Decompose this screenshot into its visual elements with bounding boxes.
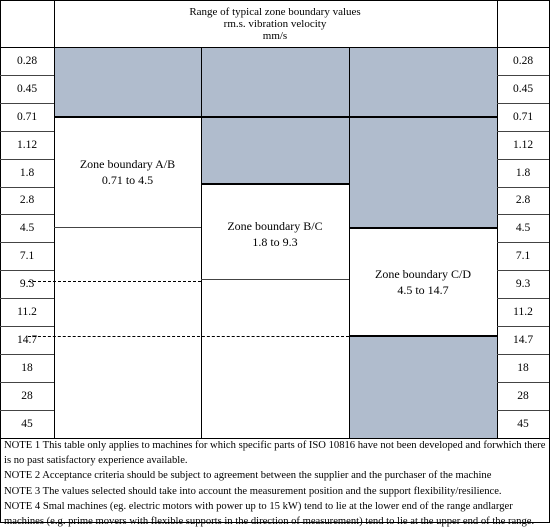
boundary-line <box>349 227 497 229</box>
row-separator <box>0 382 54 383</box>
value-cell: 45 <box>517 417 529 430</box>
row-separator <box>0 75 54 76</box>
value-cell: 0.28 <box>512 54 534 67</box>
vertical-rule <box>54 0 55 438</box>
shade-cd-lower <box>349 336 497 438</box>
value-cell: 0.28 <box>16 54 38 67</box>
interior-rule <box>201 279 349 280</box>
row-separator <box>0 214 54 215</box>
row-separator <box>0 103 54 104</box>
value-cell: 0.45 <box>16 82 38 95</box>
row-separator <box>0 354 54 355</box>
row-separator <box>0 242 54 243</box>
vertical-rule <box>497 0 498 438</box>
row-separator <box>0 270 54 271</box>
value-cell: 11.2 <box>513 306 533 319</box>
zone-cd-range: 4.5 to 14.7 <box>397 283 449 297</box>
value-cell: 1.12 <box>512 138 534 151</box>
horizontal-rule <box>0 47 549 48</box>
row-separator <box>497 103 549 104</box>
value-cell: 2.8 <box>515 194 531 207</box>
row-separator <box>497 410 549 411</box>
value-cell: 4.5 <box>515 222 531 235</box>
header-line-3: mm/s <box>262 30 288 42</box>
note-line: machines (e.g. prime movers with flexibl… <box>4 516 535 528</box>
value-cell: 11.2 <box>17 306 37 319</box>
row-separator <box>497 131 549 132</box>
value-cell: 1.8 <box>515 166 531 179</box>
value-cell: 7.1 <box>19 250 35 263</box>
row-separator <box>0 131 54 132</box>
note-line: NOTE 2 Acceptance criteria should be sub… <box>4 470 492 482</box>
header-line-2: rm.s. vibration velocity <box>223 18 327 30</box>
boundary-line <box>54 116 497 118</box>
value-cell: 28 <box>517 389 529 402</box>
dashed-rule <box>28 281 201 282</box>
zone-cd-title: Zone boundary C/D <box>375 267 471 281</box>
shade-bc-upper <box>201 47 349 184</box>
zone-ab-title: Zone boundary A/B <box>79 157 176 171</box>
zone-bc-label: Zone boundary B/C 1.8 to 9.3 <box>201 218 349 250</box>
value-cell: 18 <box>21 361 33 374</box>
value-cell: 0.45 <box>512 82 534 95</box>
row-separator <box>497 187 549 188</box>
value-cell: 0.71 <box>512 110 534 123</box>
interior-rule <box>54 227 201 228</box>
value-cell: 9.3 <box>19 278 35 291</box>
note-line: NOTE 1 This table only applies to machin… <box>4 440 546 451</box>
row-separator <box>0 326 54 327</box>
shade-ab-upper <box>54 47 201 116</box>
row-separator <box>497 298 549 299</box>
row-separator <box>0 410 54 411</box>
value-cell: 14.7 <box>512 333 534 346</box>
table-header: Range of typical zone boundary values rm… <box>54 6 496 42</box>
row-separator <box>0 298 54 299</box>
row-separator <box>0 159 54 160</box>
zone-bc-range: 1.8 to 9.3 <box>252 235 298 249</box>
note-line: NOTE 3 The values selected should take i… <box>4 485 502 497</box>
notes-section: NOTE 1 This table only applies to machin… <box>4 438 548 529</box>
row-separator <box>497 75 549 76</box>
boundary-line <box>349 335 497 337</box>
note-line: is no past satisfactory experience avail… <box>4 455 188 467</box>
row-separator <box>497 159 549 160</box>
value-cell: 4.5 <box>19 222 35 235</box>
value-cell: 9.3 <box>515 278 531 291</box>
value-cell: 18 <box>517 361 529 374</box>
row-separator <box>497 270 549 271</box>
note-line: NOTE 4 Smal machines (eg. electric motor… <box>4 500 513 512</box>
dashed-rule <box>28 336 349 337</box>
row-separator <box>0 187 54 188</box>
value-cell: 28 <box>21 389 33 402</box>
value-cell: 0.71 <box>16 110 38 123</box>
vertical-rule <box>349 47 350 438</box>
vertical-rule <box>201 47 202 438</box>
row-separator <box>497 242 549 243</box>
row-separator <box>497 214 549 215</box>
row-separator <box>497 382 549 383</box>
header-line-1: Range of typical zone boundary values <box>189 6 361 18</box>
zone-bc-title: Zone boundary B/C <box>227 219 323 233</box>
zone-cd-label: Zone boundary C/D 4.5 to 14.7 <box>349 266 497 298</box>
value-cell: 1.8 <box>19 166 35 179</box>
value-cell: 7.1 <box>515 250 531 263</box>
value-cell: 1.12 <box>16 138 38 151</box>
shade-cd-upper <box>349 47 497 227</box>
row-separator <box>497 354 549 355</box>
value-cell: 2.8 <box>19 194 35 207</box>
value-cell: 45 <box>21 417 33 430</box>
value-cell: 14.7 <box>16 333 38 346</box>
boundary-line <box>201 183 349 185</box>
horizontal-rule <box>0 438 549 439</box>
row-separator <box>497 326 549 327</box>
zone-ab-range: 0.71 to 4.5 <box>101 173 154 187</box>
zone-ab-label: Zone boundary A/B 0.71 to 4.5 <box>54 156 201 188</box>
